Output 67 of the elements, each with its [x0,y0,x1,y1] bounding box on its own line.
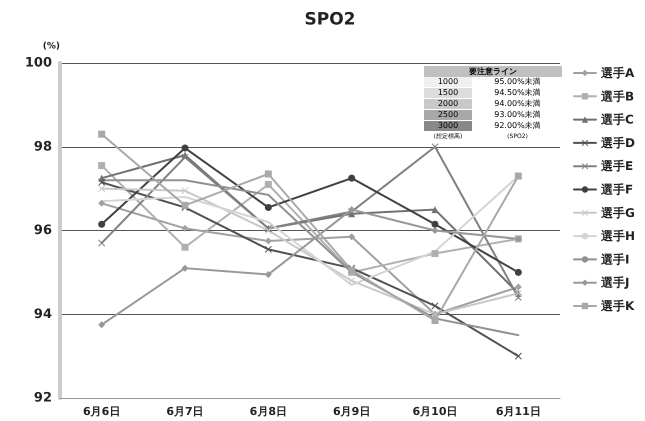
point [514,284,522,291]
point [348,277,356,284]
legend-label: 選手E [600,159,634,174]
point [98,321,106,328]
legend-label: 選手G [600,206,635,220]
annotation: 93.00%未満 [493,110,542,120]
legend-label: 選手J [600,276,630,290]
annotation: 3000 [424,121,472,131]
legend-label: 選手B [600,89,634,104]
annotation: 要注意ライン [424,66,562,77]
point [98,200,106,207]
point [514,172,522,180]
y-tick-label: 94 [34,306,52,322]
point [432,250,438,258]
point [182,224,188,232]
y-tick-label: 96 [34,223,52,238]
point [264,237,272,244]
x-tick-label: 6月9日 [333,405,370,418]
point [98,162,106,170]
point [514,268,522,276]
point [98,220,106,228]
point [264,180,272,188]
annotation: 94.50%未満 [493,88,542,98]
x-tick-label: 6月10日 [412,405,458,418]
point [264,246,272,253]
point [264,170,272,178]
chart-title: SPO2 [304,10,356,30]
legend-label: 選手D [600,136,635,150]
point [182,264,188,272]
legend-label: 選手I [600,252,630,266]
point [264,204,272,211]
legend-label: 選手H [600,229,636,244]
annotation: 1500 [424,88,472,98]
legend-label: 選手K [600,299,635,313]
annotation: 1000 [424,77,472,87]
legend-label: 選手F [600,182,634,196]
point [182,144,188,152]
point [98,240,106,247]
point [182,244,188,251]
point [432,220,438,228]
legend-label: 選手C [600,112,634,127]
point [264,270,272,278]
annotation: 94.00%未満 [493,99,542,109]
point [98,185,106,192]
legend-label: 選手A [600,66,635,80]
x-tick-label: 6月7日 [166,405,204,418]
point [264,227,272,234]
x-tick-label: 6月6日 [83,405,120,418]
point [432,206,438,214]
point [432,227,438,234]
point [98,130,106,138]
x-tick-label: 6月8日 [250,405,287,418]
point [348,174,356,182]
point [514,352,522,360]
point [348,233,356,240]
y-tick-label: 98 [34,139,52,154]
y-tick-label: 100 [24,56,52,70]
point [98,178,106,186]
point [432,302,438,310]
annotation: 92.00%未満 [493,121,542,131]
annotation: 95.00%未満 [493,77,542,87]
x-tick-label: 6月11日 [496,405,541,418]
annotation: 2000 [424,99,472,109]
y-axis-title: (%) [42,42,60,52]
y-tick-label: 92 [34,390,52,406]
point [432,317,438,324]
annotation: 2500 [424,110,472,120]
